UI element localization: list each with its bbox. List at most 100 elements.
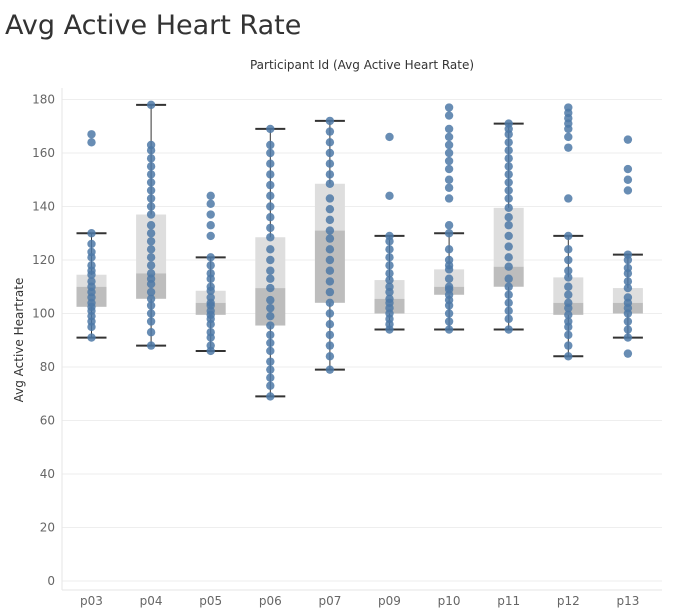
data-point bbox=[325, 298, 335, 307]
x-tick-label: p13 bbox=[616, 594, 639, 608]
data-point bbox=[146, 154, 156, 163]
data-point bbox=[87, 261, 96, 270]
data-point bbox=[146, 287, 156, 297]
data-points bbox=[87, 100, 633, 401]
data-point bbox=[325, 170, 335, 179]
data-point bbox=[444, 103, 454, 112]
data-point bbox=[206, 253, 215, 262]
data-point bbox=[146, 229, 156, 238]
x-tick-label: p12 bbox=[557, 594, 580, 608]
data-point bbox=[266, 233, 275, 242]
data-point bbox=[325, 320, 335, 329]
data-point bbox=[564, 282, 573, 291]
data-point bbox=[504, 274, 513, 283]
data-point bbox=[504, 298, 513, 307]
data-point bbox=[266, 311, 275, 321]
data-point bbox=[504, 170, 513, 179]
data-point bbox=[444, 194, 454, 203]
data-point bbox=[146, 100, 156, 110]
data-point bbox=[385, 253, 394, 262]
data-point bbox=[504, 231, 513, 241]
data-point bbox=[623, 175, 633, 184]
x-tick-label: p06 bbox=[259, 594, 282, 608]
x-axis-ticks: p03 p04 p05 p06 p07 p09 p10 p11 p12 p13 bbox=[80, 594, 639, 608]
data-point bbox=[325, 287, 335, 297]
y-tick-label: 140 bbox=[32, 200, 55, 214]
data-point bbox=[504, 194, 513, 203]
data-point bbox=[564, 266, 573, 275]
data-point bbox=[146, 269, 156, 278]
data-point bbox=[325, 245, 335, 254]
data-point bbox=[444, 124, 454, 134]
chart-header: Participant Id (Avg Active Heart Rate) bbox=[249, 58, 475, 72]
data-point bbox=[266, 170, 275, 179]
data-point bbox=[564, 143, 573, 152]
x-tick-label: p05 bbox=[199, 594, 222, 608]
data-point bbox=[504, 213, 513, 222]
data-point bbox=[385, 269, 394, 278]
data-point bbox=[146, 317, 156, 326]
data-point bbox=[146, 237, 156, 246]
data-point bbox=[325, 148, 335, 158]
data-point bbox=[444, 229, 454, 238]
x-tick-label: p03 bbox=[80, 594, 103, 608]
data-point bbox=[146, 221, 156, 230]
data-point bbox=[504, 186, 513, 195]
x-tick-label: p07 bbox=[318, 594, 341, 608]
data-point bbox=[266, 338, 275, 348]
data-point bbox=[206, 341, 215, 350]
data-point bbox=[87, 130, 96, 139]
data-point bbox=[504, 146, 513, 155]
data-point bbox=[325, 179, 335, 188]
data-point bbox=[146, 245, 156, 254]
data-point bbox=[325, 138, 335, 147]
data-point bbox=[564, 132, 573, 142]
data-point bbox=[504, 154, 513, 163]
data-point bbox=[206, 269, 215, 278]
data-point bbox=[266, 266, 275, 275]
data-point bbox=[206, 328, 215, 337]
data-point bbox=[325, 159, 335, 168]
data-point bbox=[325, 330, 335, 340]
data-point bbox=[504, 138, 513, 147]
data-point bbox=[146, 253, 156, 262]
data-point bbox=[504, 314, 513, 324]
data-point bbox=[266, 255, 275, 265]
data-point bbox=[444, 140, 454, 150]
data-point bbox=[385, 245, 394, 254]
data-point bbox=[623, 283, 633, 293]
data-point bbox=[87, 239, 96, 249]
data-point bbox=[146, 186, 156, 195]
data-point bbox=[385, 294, 394, 303]
data-point bbox=[325, 255, 335, 265]
data-point bbox=[87, 138, 96, 147]
data-point bbox=[444, 309, 454, 318]
x-tick-label: p04 bbox=[140, 594, 163, 608]
y-tick-label: 180 bbox=[32, 93, 55, 107]
data-point bbox=[266, 346, 275, 356]
data-point bbox=[504, 290, 513, 299]
data-point bbox=[146, 341, 156, 350]
data-point bbox=[146, 261, 156, 270]
data-point bbox=[623, 317, 633, 326]
data-point bbox=[266, 303, 275, 313]
x-tick-label: p09 bbox=[378, 594, 401, 608]
data-point bbox=[444, 132, 454, 142]
data-point bbox=[266, 357, 275, 366]
data-point bbox=[266, 365, 275, 374]
data-point bbox=[504, 253, 513, 262]
data-point bbox=[623, 135, 633, 144]
data-point bbox=[266, 223, 275, 233]
boxes bbox=[76, 103, 643, 398]
data-point bbox=[623, 250, 633, 259]
data-point bbox=[266, 330, 275, 340]
data-point bbox=[623, 293, 633, 302]
y-tick-label: 0 bbox=[47, 574, 55, 588]
data-point bbox=[266, 321, 275, 330]
data-point bbox=[266, 159, 275, 168]
data-point bbox=[504, 162, 513, 171]
data-point bbox=[266, 180, 275, 190]
data-point bbox=[564, 103, 573, 112]
data-point bbox=[325, 352, 335, 361]
data-point bbox=[146, 202, 156, 211]
